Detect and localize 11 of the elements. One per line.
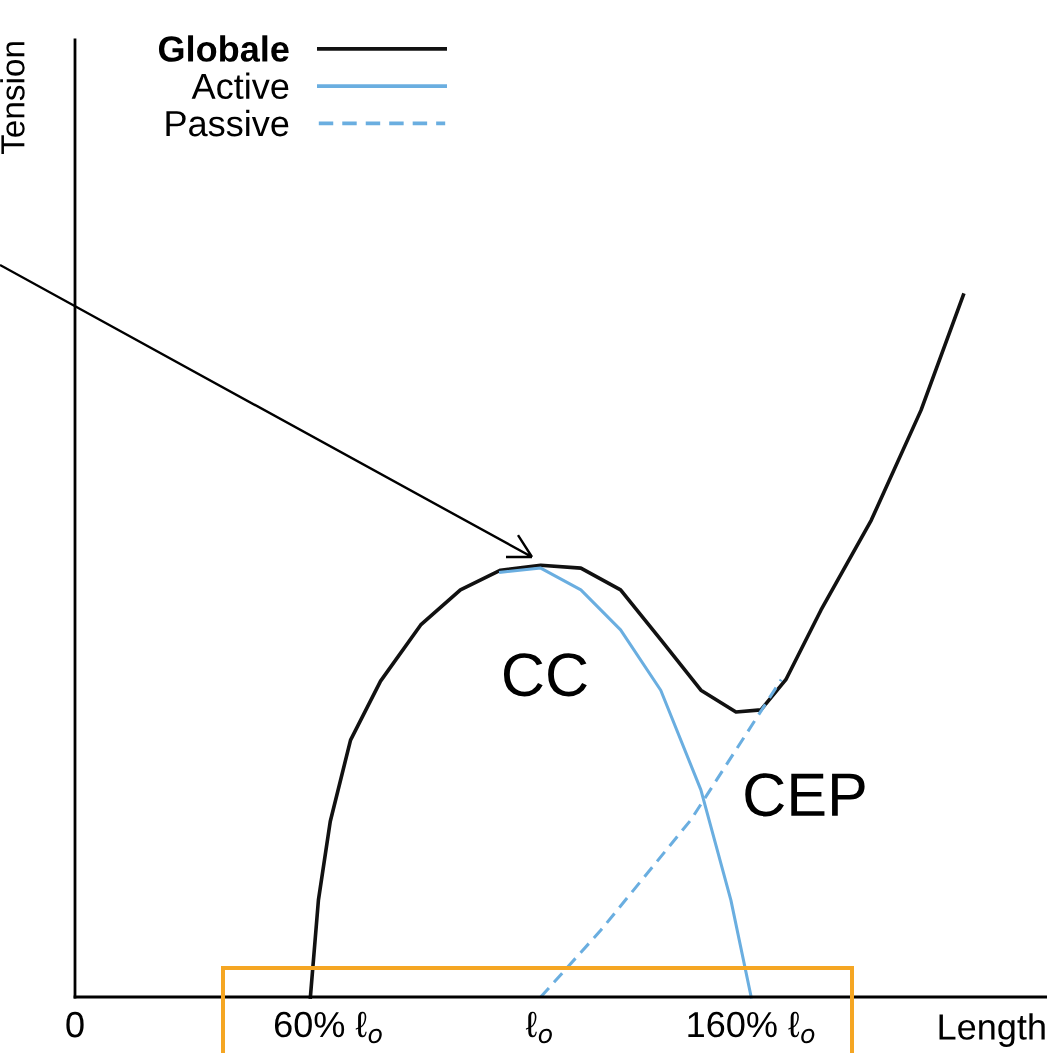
x-tick-label: ℓ$_{o}$	[525, 1011, 552, 1044]
x-axis-title: Length	[939, 1013, 1045, 1047]
x-tick-label: 0	[66, 1011, 84, 1038]
annotation: CEP	[745, 773, 865, 817]
x-tick-label: 160% ℓ$_{o}$	[688, 1011, 815, 1044]
legend-label: Active	[191, 72, 289, 100]
x-tick-label: 60% ℓ$_{o}$	[274, 1011, 382, 1044]
annotation: CC	[503, 653, 587, 697]
legend-label: Passive	[166, 109, 289, 137]
legend-label: Globale	[158, 35, 289, 62]
y-axis-title: Tension	[0, 42, 25, 155]
